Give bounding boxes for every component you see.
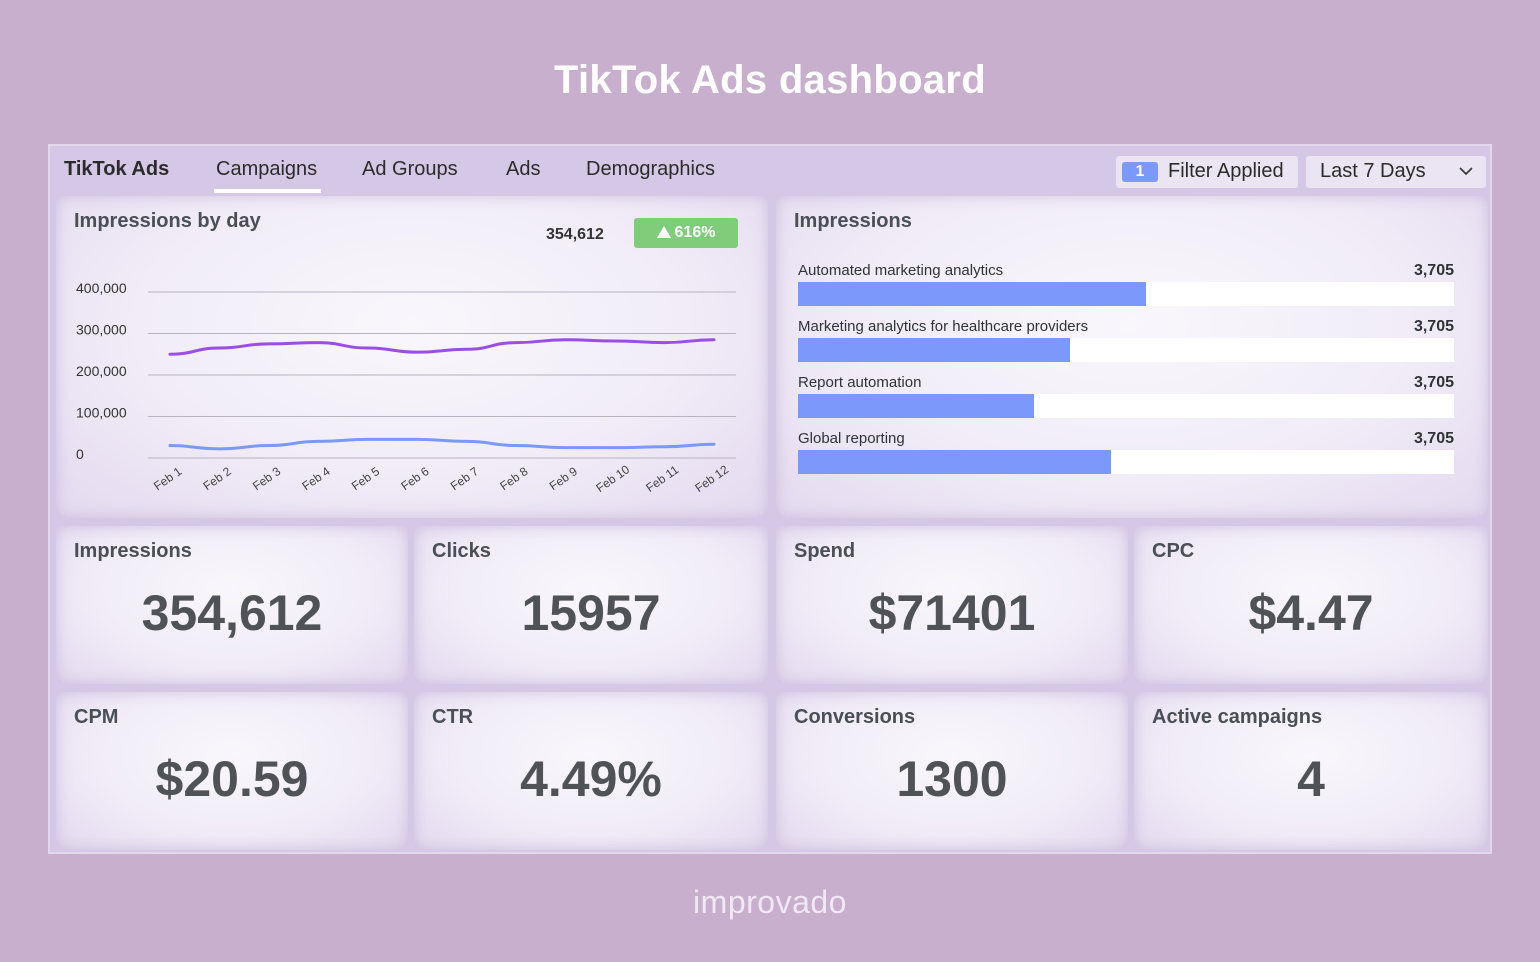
x-tick-label: Feb 1 (151, 464, 184, 493)
tab-ad-groups[interactable]: Ad Groups (362, 158, 458, 180)
chevron-down-icon (1459, 167, 1473, 176)
kpi-label: Spend (794, 540, 856, 562)
kpi-value: $20.59 (155, 751, 309, 807)
kpi-value: $4.47 (1248, 585, 1374, 641)
kpi-label: Clicks (432, 540, 491, 562)
filter-count-badge: 1 (1122, 162, 1158, 182)
bar-fill (798, 450, 1111, 474)
tab-campaigns[interactable]: Campaigns (213, 158, 322, 193)
kpi-value: 354,612 (141, 585, 323, 641)
kpi-value: $71401 (868, 585, 1036, 641)
x-tick-label: Feb 3 (250, 464, 283, 493)
list-item: Automated marketing analytics 3,705 (798, 262, 1454, 312)
list-item-label: Automated marketing analytics (798, 262, 1004, 279)
y-tick-label: 200,000 (76, 363, 127, 379)
kpi-card-clicks: Clicks 15957 (414, 526, 768, 684)
kpi-label: CPC (1152, 540, 1195, 562)
tab-demographics[interactable]: Demographics (586, 158, 715, 180)
list-item-label: Global reporting (798, 430, 905, 447)
y-tick-label: 100,000 (76, 405, 127, 421)
kpi-card-conversions: Conversions 1300 (776, 692, 1128, 850)
bar-fill (798, 282, 1146, 306)
list-item: Marketing analytics for healthcare provi… (798, 318, 1454, 368)
x-tick-label: Feb 4 (299, 464, 332, 493)
x-tick-label: Feb 2 (201, 464, 234, 493)
series-line (168, 437, 716, 451)
filter-label: Filter Applied (1168, 160, 1284, 182)
delta-badge: 616% (634, 218, 738, 248)
y-tick-label: 0 (76, 446, 84, 462)
tab-ads[interactable]: Ads (506, 158, 541, 180)
kpi-value: 15957 (521, 585, 661, 641)
impressions-line-chart: 400,000 300,000 200,000 100,000 0 Feb 1 Feb 2 F… (76, 280, 736, 495)
impressions-by-day-title: Impressions by day (74, 210, 261, 232)
y-tick-label: 300,000 (76, 322, 127, 338)
series-line (168, 338, 716, 356)
kpi-value: 4.49% (520, 751, 662, 807)
list-item: Global reporting 3,705 (798, 430, 1454, 480)
kpi-card-ctr: CTR 4.49% (414, 692, 768, 850)
list-item-value: 3,705 (1413, 374, 1454, 391)
x-tick-label: Feb 5 (349, 464, 382, 493)
bar-track (798, 394, 1454, 418)
kpi-card-impressions: Impressions 354,612 (56, 526, 408, 684)
x-tick-label: Feb 8 (497, 464, 530, 493)
kpi-label: CPM (74, 706, 119, 728)
impressions-total: 354,612 (546, 226, 604, 243)
triangle-up-icon (656, 226, 671, 238)
delta-value: 616% (674, 224, 716, 241)
dashboard-panel: TikTok Ads Campaigns Ad Groups Ads Demog… (48, 144, 1492, 854)
kpi-label: Impressions (74, 540, 192, 562)
bar-fill (798, 394, 1035, 418)
x-tick-label: Feb 12 (692, 462, 731, 495)
x-tick-label: Feb 10 (593, 462, 632, 495)
kpi-card-cpc: CPC $4.47 (1134, 526, 1488, 684)
list-item-label: Report automation (798, 374, 922, 391)
filter-button[interactable]: 1 Filter Applied (1116, 156, 1298, 188)
x-tick-label: Feb 9 (547, 464, 580, 493)
impressions-list-card: Impressions Automated marketing analytic… (776, 196, 1488, 518)
page-title: TikTok Ads dashboard (554, 58, 986, 102)
x-tick-label: Feb 6 (398, 464, 431, 493)
impressions-list-title: Impressions (794, 210, 912, 232)
bar-track (798, 282, 1454, 306)
bar-fill (798, 338, 1071, 362)
date-range-select[interactable]: Last 7 Days (1306, 156, 1486, 188)
impressions-by-day-card: Impressions by day 354,612 616% 400,000 3… (56, 196, 768, 518)
x-tick-label: Feb 11 (643, 462, 681, 495)
kpi-value: 4 (1297, 751, 1325, 807)
improvado-logo: improvado (693, 884, 847, 920)
list-item-label: Marketing analytics for healthcare provi… (798, 318, 1089, 335)
kpi-card-spend: Spend $71401 (776, 526, 1128, 684)
kpi-value: 1300 (896, 751, 1008, 807)
kpi-card-active-campaigns: Active campaigns 4 (1134, 692, 1488, 850)
x-tick-label: Feb 7 (448, 464, 481, 493)
kpi-label: CTR (432, 706, 474, 728)
kpi-card-cpm: CPM $20.59 (56, 692, 408, 850)
list-item: Report automation 3,705 (798, 374, 1454, 424)
list-item-value: 3,705 (1413, 430, 1454, 447)
bar-track (798, 338, 1454, 362)
list-item-value: 3,705 (1413, 318, 1454, 335)
date-range-value: Last 7 Days (1320, 160, 1426, 182)
y-tick-label: 400,000 (76, 280, 127, 296)
bar-track (798, 450, 1454, 474)
kpi-label: Conversions (794, 706, 916, 728)
kpi-label: Active campaigns (1152, 706, 1323, 728)
list-item-value: 3,705 (1413, 262, 1454, 279)
brand-label: TikTok Ads (64, 158, 170, 180)
